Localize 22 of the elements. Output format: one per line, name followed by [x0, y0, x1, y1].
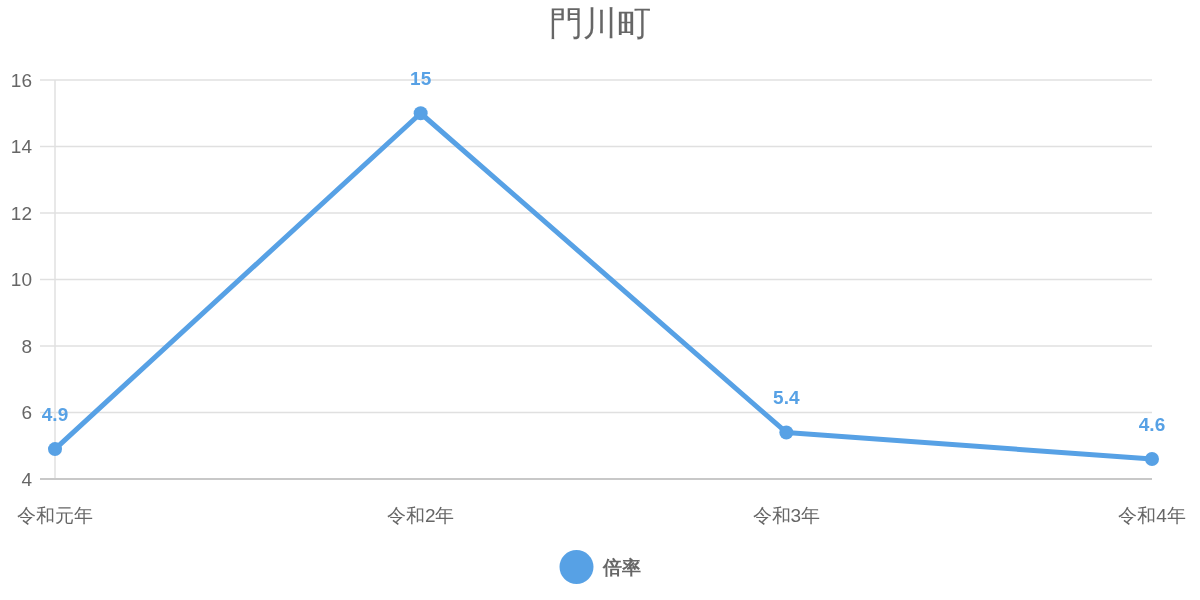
y-tick-label: 4	[21, 468, 33, 490]
y-tick-label: 8	[21, 335, 32, 357]
point	[413, 106, 428, 121]
y-tick-label: 12	[10, 202, 32, 224]
point	[1145, 452, 1159, 467]
x-tick-label: 令和元年	[17, 504, 93, 526]
data-label: 4.6	[1138, 413, 1166, 435]
x-tick-label: 令和4年	[1118, 504, 1186, 526]
y-tick-label: 10	[10, 269, 32, 290]
legend: 倍率	[559, 550, 641, 584]
x-tick-label: 令和3年	[752, 504, 821, 526]
data-label: 4.9	[41, 403, 69, 425]
data-label: 15	[410, 67, 432, 89]
x-tick-label: 令和2年	[386, 504, 455, 526]
y-tick-label: 16	[10, 69, 32, 91]
y-tick-label: 6	[21, 402, 32, 423]
data-label: 5.4	[773, 386, 800, 408]
point	[48, 442, 62, 457]
chart-title: 門川町	[549, 4, 651, 42]
legend-label: 倍率	[601, 556, 641, 578]
point	[779, 425, 794, 440]
y-tick-label: 14	[10, 136, 33, 157]
